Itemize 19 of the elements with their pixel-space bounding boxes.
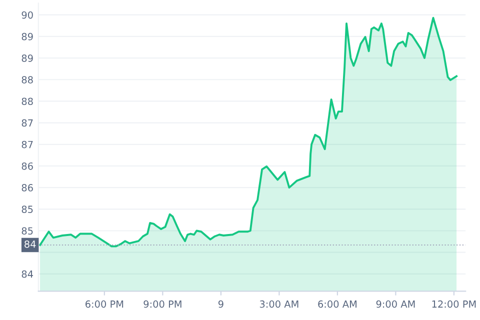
- y-tick-label: 88: [22, 76, 33, 84]
- y-tick-label: 88: [22, 98, 33, 106]
- y-tick-label: 87: [22, 140, 33, 148]
- y-tick-label: 87: [22, 119, 33, 127]
- y-tick-label: 84: [22, 270, 33, 278]
- x-tick-label: 3:00 AM: [260, 300, 298, 308]
- x-tick-label: 9:00 PM: [144, 300, 182, 308]
- y-tick-label: 86: [22, 184, 33, 192]
- y-tick-label: 90: [22, 11, 33, 19]
- x-tick-label: 9: [218, 300, 224, 308]
- y-tick-label: 89: [22, 32, 33, 40]
- y-tick-label: 85: [22, 227, 33, 235]
- y-tick-label: 85: [22, 206, 33, 213]
- x-tick-label: 12:00 PM: [432, 300, 476, 308]
- x-tick-label: 9:00 AM: [376, 300, 415, 308]
- x-tick-label: 6:00 PM: [86, 300, 124, 308]
- y-tick-label: 89: [22, 54, 33, 62]
- x-tick-label: 6:00 AM: [318, 300, 356, 308]
- y-tick-label: 86: [22, 162, 33, 170]
